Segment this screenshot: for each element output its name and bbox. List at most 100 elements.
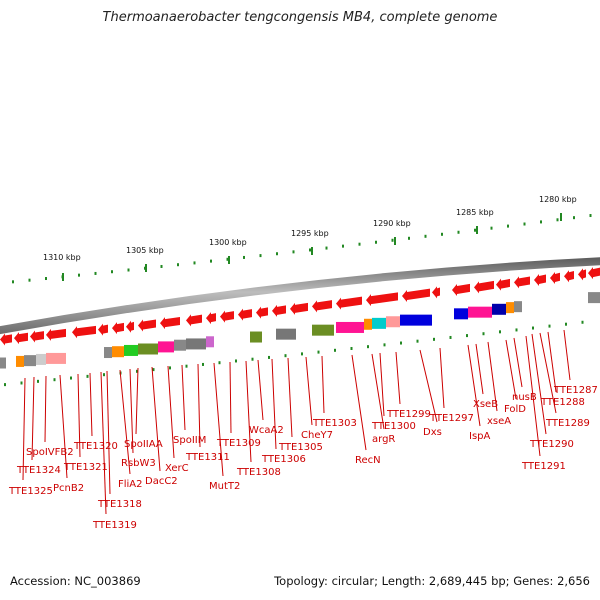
leader-line — [106, 370, 111, 495]
inner-dot — [449, 335, 452, 339]
leader-line — [287, 357, 293, 438]
gene-label: SpoIVFB2 — [26, 447, 74, 458]
inner-dot — [548, 324, 551, 328]
domain-box — [386, 316, 400, 328]
domain-box — [124, 344, 138, 356]
leader-line — [505, 339, 517, 400]
leader-line — [135, 367, 139, 435]
leader-line — [371, 353, 385, 430]
scale-dot — [507, 224, 509, 228]
domain-box — [186, 338, 206, 350]
domain-box — [336, 321, 364, 333]
leader-line — [119, 369, 131, 475]
gene-label: PcnB2 — [53, 483, 84, 494]
inner-dot — [4, 383, 6, 387]
gene-arrow — [238, 308, 252, 321]
gene-label: TTE1325 — [8, 486, 53, 497]
gene-label: RecN — [355, 455, 381, 466]
scale-track: 1310 kbp 1305 kbp 1300 kbp 1295 kbp 1290… — [12, 195, 592, 284]
inner-dot — [466, 334, 468, 338]
inner-dot — [20, 381, 23, 385]
gene-label: TTE1288 — [540, 397, 585, 408]
tick-label: 1290 kbp — [373, 219, 411, 228]
scale-dot — [259, 254, 262, 258]
gene-label: TTE1297 — [429, 413, 474, 424]
tick-label: 1295 kbp — [291, 229, 329, 238]
domain-annotations — [0, 292, 600, 369]
scale-dot — [177, 263, 179, 267]
gene-arrow — [256, 306, 268, 319]
gene-arrow — [312, 300, 332, 313]
gene-arrow — [564, 270, 574, 283]
inner-dot — [416, 339, 419, 343]
leader-line — [305, 356, 313, 426]
domain-box — [112, 346, 124, 358]
gene-arrow — [514, 276, 530, 289]
leader-line — [271, 358, 277, 450]
inner-dot — [515, 328, 518, 332]
scale-dot — [589, 214, 592, 218]
inner-dot — [53, 378, 56, 382]
scale-dot — [45, 277, 47, 281]
domain-box — [588, 292, 600, 304]
inner-dot — [383, 343, 386, 347]
scale-dot — [342, 244, 344, 248]
scale-dot — [474, 228, 476, 232]
gene-label: RsbW3 — [121, 458, 156, 469]
gene-label: TTE1311 — [185, 452, 230, 463]
leader-line — [475, 343, 484, 395]
gene-arrow — [578, 268, 586, 281]
scale-dot — [424, 234, 427, 238]
inner-dot — [284, 354, 287, 358]
gene-label: TTE1291 — [521, 461, 566, 472]
gene-arrow — [474, 280, 494, 294]
gene-arrow — [220, 310, 234, 323]
scale-tick — [476, 226, 478, 234]
gene-arrow — [452, 283, 470, 296]
gene-arrow — [290, 302, 308, 315]
leader-line — [351, 354, 367, 451]
gene-label: TTE1300 — [371, 421, 416, 432]
leader-line — [44, 375, 47, 443]
inner-dot — [235, 359, 237, 363]
inner-dot — [218, 361, 221, 365]
scale-dot — [573, 216, 575, 220]
gene-arrow — [206, 312, 216, 325]
gene-arrow — [588, 267, 600, 280]
gene-label: TTE1318 — [97, 499, 142, 510]
scale-dot — [12, 280, 14, 284]
scale-dot — [28, 278, 31, 282]
scale-tick — [394, 237, 396, 245]
gene-label: SpoIIM — [173, 435, 206, 446]
tick-label: 1280 kbp — [539, 195, 577, 204]
label-leader-lines — [22, 329, 571, 515]
leader-line — [257, 359, 264, 421]
gene-arrow — [272, 304, 286, 317]
inner-dot — [37, 379, 39, 383]
scale-dot — [292, 250, 295, 254]
domain-box — [400, 314, 432, 326]
inner-dot — [268, 355, 270, 359]
gene-arrow — [336, 296, 362, 310]
scale-dot — [276, 252, 278, 256]
gene-label: IspA — [469, 431, 491, 442]
gene-label: TTE1320 — [73, 441, 118, 452]
inner-dot — [185, 364, 188, 368]
scale-dot — [111, 270, 113, 274]
domain-box — [514, 301, 522, 313]
gene-label: TTE1309 — [216, 438, 261, 449]
inner-dot — [581, 320, 584, 324]
leader-line — [513, 337, 523, 388]
gene-label: DacC2 — [145, 476, 178, 487]
gene-label: TTE1308 — [236, 467, 281, 478]
scale-dot — [490, 226, 493, 230]
leader-line — [379, 352, 385, 417]
domain-box — [24, 355, 36, 367]
scale-dot — [127, 268, 130, 272]
forward-strand-genes — [0, 267, 600, 346]
gene-label: FliA2 — [118, 479, 143, 490]
inner-dot — [251, 357, 254, 361]
tick-label: 1305 kbp — [126, 246, 164, 255]
inner-dot — [169, 366, 171, 370]
